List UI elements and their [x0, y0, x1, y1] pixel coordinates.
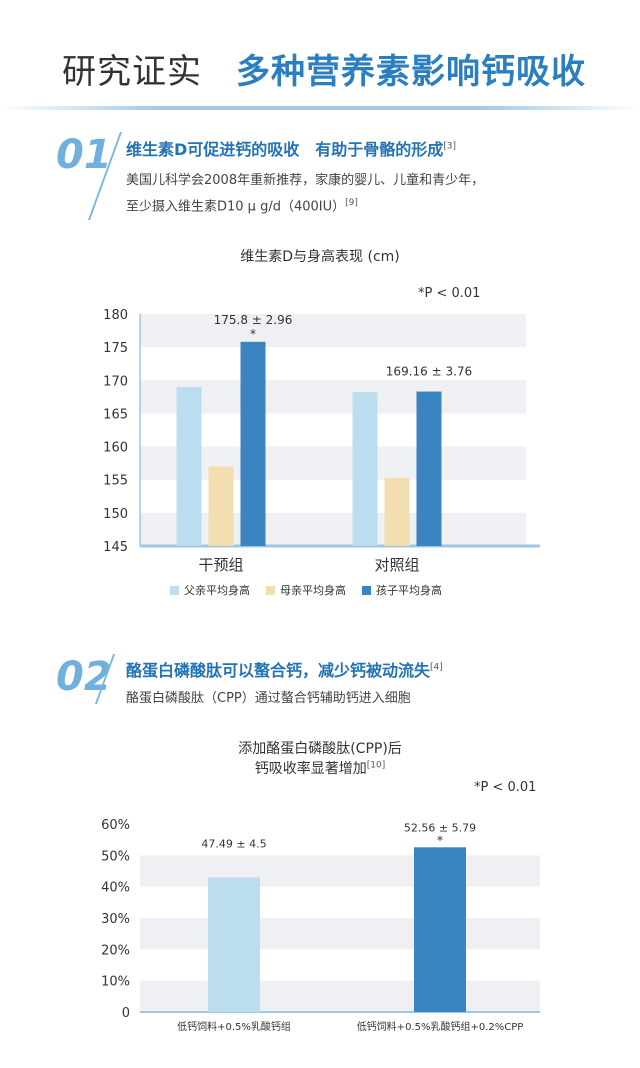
- legend-item-father: 父亲平均身高: [170, 582, 250, 598]
- section1-text: 美国儿科学会2008年重新推荐，家康的婴儿、儿童和青少年， 至少摄入维生素D10…: [126, 173, 485, 215]
- x-tick-label: 对照组: [374, 556, 419, 574]
- x-tick-label: 低钙饲料+0.5%乳酸钙组: [177, 1020, 291, 1033]
- y-tick-label: 30%: [101, 912, 130, 927]
- y-tick-label: 150: [103, 507, 128, 522]
- grid-band: [140, 314, 526, 348]
- data-label: 52.56 ± 5.79: [404, 821, 476, 834]
- chart2-title-line2: 钙吸收率显著增加[10]: [254, 760, 386, 777]
- x-tick-label: 低钙饲料+0.5%乳酸钙组+0.2%CPP: [357, 1020, 524, 1033]
- chart2-title-line1: 添加酪蛋白磷酸肽(CPP)后: [238, 741, 402, 757]
- section2-number: 02: [56, 654, 112, 700]
- legend-swatch-child: [362, 585, 371, 595]
- y-tick-label: 60%: [101, 818, 130, 833]
- title-divider: [0, 106, 640, 110]
- significance-star: *: [250, 327, 256, 341]
- data-label: 175.8 ± 2.96: [214, 313, 293, 327]
- data-label: 47.49 ± 4.5: [201, 838, 266, 851]
- y-tick-label: 20%: [101, 943, 130, 958]
- y-tick-label: 165: [103, 407, 128, 422]
- section1-number: 01: [56, 132, 112, 178]
- grid-band: [140, 855, 540, 887]
- grid-band: [140, 918, 540, 950]
- bar-mother: [384, 477, 410, 546]
- data-label: 169.16 ± 3.76: [386, 365, 472, 379]
- y-tick-label: 155: [103, 474, 128, 489]
- bar: [208, 877, 260, 1012]
- y-tick-label: 50%: [101, 849, 130, 864]
- legend-item-child: 孩子平均身高: [362, 582, 442, 598]
- grid-band: [140, 980, 540, 1012]
- y-tick-label: 40%: [101, 881, 130, 896]
- bar-child: [416, 391, 442, 546]
- y-tick-label: 10%: [101, 975, 130, 990]
- bar-child: [240, 341, 266, 546]
- y-tick-label: 145: [103, 540, 128, 555]
- legend-label-mother: 母亲平均身高: [280, 584, 346, 597]
- chart2-plot: 0 10% 20% 30% 40% 50% 60% 47.49 ± 4.5 52.56 ± 5…: [101, 818, 540, 1033]
- chart1-significance-note: *P < 0.01: [418, 286, 481, 301]
- bar-father: [352, 392, 378, 546]
- grid-band: [140, 512, 526, 546]
- chart2-significance-note: *P < 0.01: [474, 780, 537, 795]
- x-tick-label: 干预组: [198, 556, 243, 574]
- significance-star: *: [437, 833, 443, 847]
- chart1-title: 维生素D与身高表现 (cm): [240, 249, 400, 265]
- legend-item-mother: 母亲平均身高: [266, 582, 346, 598]
- legend-label-child: 孩子平均身高: [376, 584, 442, 597]
- bar-father: [176, 386, 202, 546]
- bar: [414, 847, 466, 1012]
- section2-text: 酪蛋白磷酸肽（CPP）通过螯合钙辅助钙进入细胞: [126, 691, 411, 706]
- page-title-right: 多种营养素影响钙吸收: [236, 52, 586, 92]
- y-tick-label: 0: [122, 1006, 130, 1021]
- page-title-left: 研究证实: [62, 52, 202, 92]
- section1-heading: 维生素D可促进钙的吸收 有助于骨骼的形成[3]: [126, 140, 457, 159]
- y-tick-label: 160: [103, 441, 128, 456]
- grid-band: [140, 380, 526, 414]
- grid-band: [140, 446, 526, 480]
- y-tick-label: 175: [103, 341, 128, 356]
- section2-heading: 酪蛋白磷酸肽可以螯合钙，减少钙被动流失[4]: [126, 661, 443, 680]
- legend-swatch-mother: [266, 585, 275, 595]
- legend-swatch-father: [170, 585, 179, 595]
- chart1-plot: 145 150 155 160 165 170 175 180 *175.8 ± 2.96 16…: [103, 308, 540, 574]
- chart1-legend: 父亲平均身高 母亲平均身高 孩子平均身高: [170, 582, 442, 598]
- legend-label-father: 父亲平均身高: [184, 584, 250, 597]
- bar-mother: [208, 466, 234, 546]
- y-tick-label: 170: [103, 374, 128, 389]
- y-tick-label: 180: [103, 308, 128, 323]
